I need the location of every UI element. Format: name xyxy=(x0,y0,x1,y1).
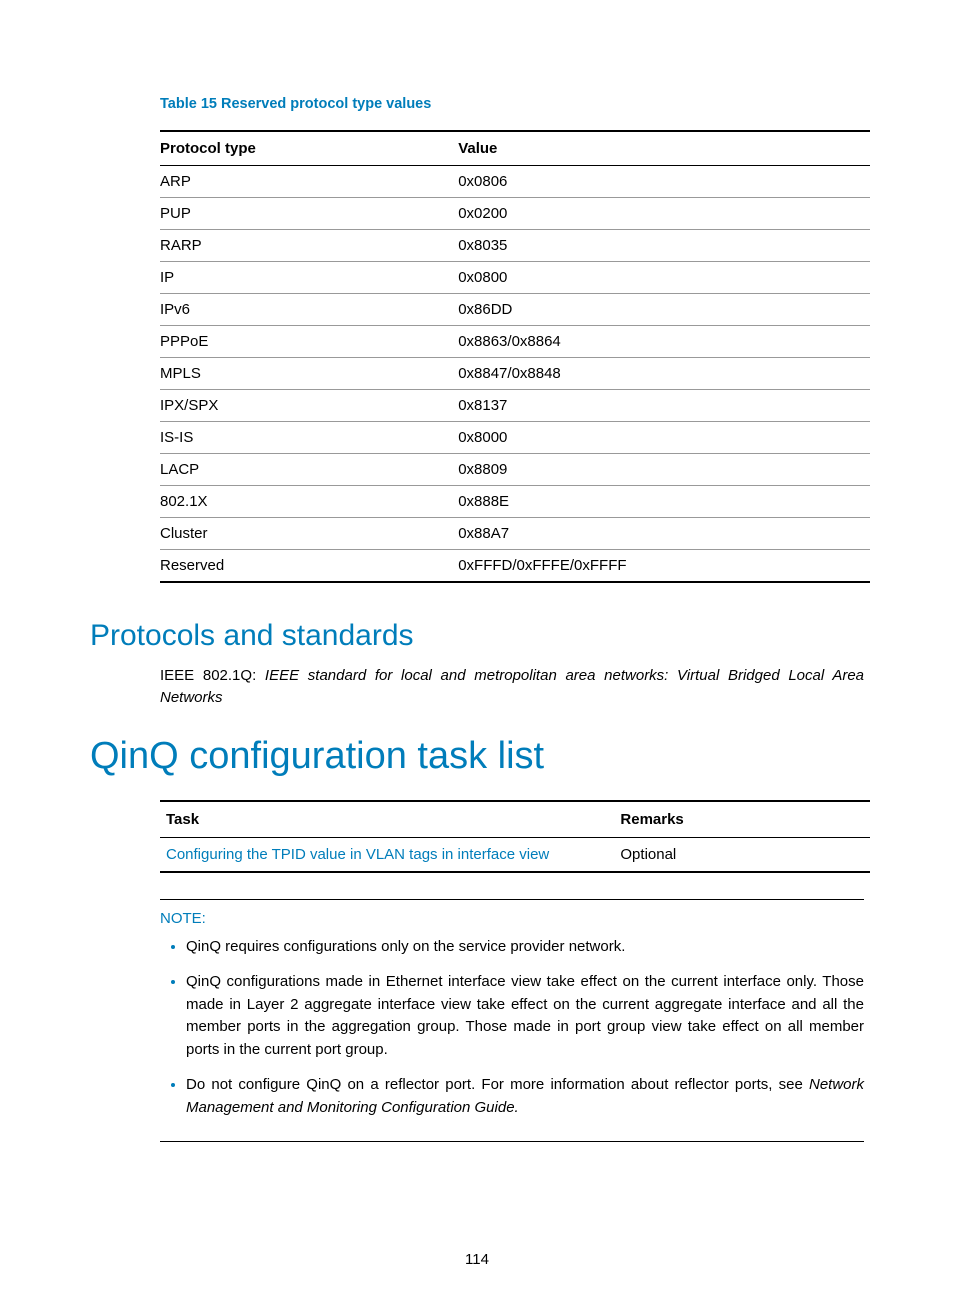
cell-proto: Reserved xyxy=(160,550,458,583)
note-label: NOTE: xyxy=(160,910,864,927)
cell-value: 0x888E xyxy=(458,486,870,518)
cell-proto: LACP xyxy=(160,454,458,486)
protocol-header-value: Value xyxy=(458,131,870,166)
cell-proto: PPPoE xyxy=(160,326,458,358)
cell-proto: 802.1X xyxy=(160,486,458,518)
note-last-prefix: Do not configure QinQ on a reflector por… xyxy=(186,1076,809,1093)
cell-value: 0x8000 xyxy=(458,422,870,454)
task-table: Task Remarks Configuring the TPID value … xyxy=(160,800,870,873)
cell-value: 0x86DD xyxy=(458,294,870,326)
table-row: 802.1X0x888E xyxy=(160,486,870,518)
cell-proto: MPLS xyxy=(160,358,458,390)
table-row: IPv60x86DD xyxy=(160,294,870,326)
table-row: IP0x0800 xyxy=(160,262,870,294)
table-row: IPX/SPX0x8137 xyxy=(160,390,870,422)
cell-value: 0x0800 xyxy=(458,262,870,294)
protocols-italic: IEEE standard for local and metropolitan… xyxy=(160,667,864,706)
table-row: ARP0x0806 xyxy=(160,166,870,198)
list-item: Do not configure QinQ on a reflector por… xyxy=(186,1073,864,1119)
table-row: Configuring the TPID value in VLAN tags … xyxy=(160,837,870,872)
protocols-body: IEEE 802.1Q: IEEE standard for local and… xyxy=(160,665,864,709)
section-heading-qinq: QinQ configuration task list xyxy=(90,735,864,778)
protocol-header-type: Protocol type xyxy=(160,131,458,166)
cell-proto: ARP xyxy=(160,166,458,198)
table-row: PUP0x0200 xyxy=(160,198,870,230)
cell-proto: PUP xyxy=(160,198,458,230)
table-row: MPLS0x8847/0x8848 xyxy=(160,358,870,390)
page-number: 114 xyxy=(0,1251,954,1268)
table-row: LACP0x8809 xyxy=(160,454,870,486)
cell-value: 0x0806 xyxy=(458,166,870,198)
cell-proto: IP xyxy=(160,262,458,294)
cell-value: 0x0200 xyxy=(458,198,870,230)
cell-proto: Cluster xyxy=(160,518,458,550)
note-list: QinQ requires configurations only on the… xyxy=(160,935,864,1120)
table-row: Reserved0xFFFD/0xFFFE/0xFFFF xyxy=(160,550,870,583)
cell-value: 0x8863/0x8864 xyxy=(458,326,870,358)
cell-value: 0x8035 xyxy=(458,230,870,262)
task-link[interactable]: Configuring the TPID value in VLAN tags … xyxy=(166,846,549,863)
protocols-prefix: IEEE 802.1Q: xyxy=(160,667,265,684)
cell-proto: IPX/SPX xyxy=(160,390,458,422)
table-row: PPPoE0x8863/0x8864 xyxy=(160,326,870,358)
cell-proto: RARP xyxy=(160,230,458,262)
cell-proto: IPv6 xyxy=(160,294,458,326)
table-row: RARP0x8035 xyxy=(160,230,870,262)
list-item: QinQ requires configurations only on the… xyxy=(186,935,864,959)
list-item: QinQ configurations made in Ethernet int… xyxy=(186,970,864,1061)
cell-value: 0x88A7 xyxy=(458,518,870,550)
cell-value: 0x8809 xyxy=(458,454,870,486)
task-header: Task xyxy=(160,801,614,838)
table-title: Table 15 Reserved protocol type values xyxy=(160,96,864,112)
task-remarks: Optional xyxy=(614,837,870,872)
cell-value: 0xFFFD/0xFFFE/0xFFFF xyxy=(458,550,870,583)
cell-proto: IS-IS xyxy=(160,422,458,454)
cell-value: 0x8847/0x8848 xyxy=(458,358,870,390)
note-box: NOTE: QinQ requires configurations only … xyxy=(160,899,864,1143)
remarks-header: Remarks xyxy=(614,801,870,838)
table-row: IS-IS0x8000 xyxy=(160,422,870,454)
table-row: Cluster0x88A7 xyxy=(160,518,870,550)
cell-value: 0x8137 xyxy=(458,390,870,422)
protocol-table: Protocol type Value ARP0x0806 PUP0x0200 … xyxy=(160,130,870,583)
section-heading-protocols: Protocols and standards xyxy=(90,619,864,653)
